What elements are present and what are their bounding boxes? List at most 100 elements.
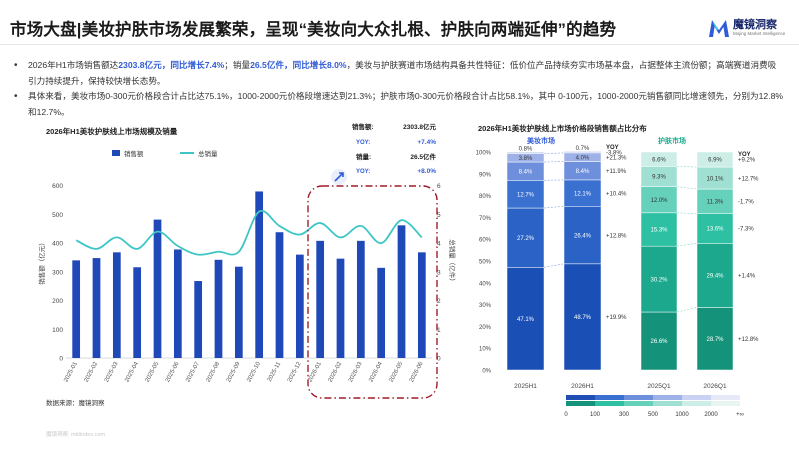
skincare-segment-label: 30.2%: [650, 277, 668, 283]
left-y-tick-label: 0: [59, 356, 63, 363]
legend-line-label: 总销量: [198, 149, 218, 158]
yoy-value: +9.2%: [738, 158, 756, 164]
percent-tick-label: 60%: [479, 238, 492, 244]
yoy-value: +10.4%: [606, 191, 627, 197]
percent-tick-label: 80%: [479, 194, 492, 200]
skincare-segment-label: 13.6%: [706, 227, 724, 233]
x-tick-label: 2026-04: [368, 361, 384, 384]
callout-sales-yoy-label: YOY:: [356, 140, 370, 146]
percent-tick-label: 30%: [479, 303, 492, 309]
sales-bar: [133, 267, 142, 358]
bullet-1-text-c: ，美妆与护肤赛道市场结构具备共性特征：低价位产品持续夯实市场基本盘，占据整体主流…: [28, 60, 777, 86]
left-y-tick-label: 500: [52, 212, 63, 219]
callout-arrow-icon: [331, 169, 347, 185]
makeup-segment-label: 47.1%: [517, 317, 535, 323]
percent-tick-label: 40%: [479, 281, 492, 287]
sales-bar: [234, 266, 243, 358]
left-chart-line: [75, 209, 423, 256]
x-tick-label: 2025-03: [104, 361, 120, 384]
makeup-segment-label: 12.7%: [517, 192, 535, 198]
skincare-segment-label: 9.3%: [652, 175, 666, 181]
segment-connector: [676, 243, 698, 247]
left-y-tick-label: 200: [52, 298, 63, 305]
yoy-value: -1.7%: [738, 200, 754, 206]
footer-watermark: 魔镜洞察: mktindex.com: [46, 432, 105, 438]
left-y-tick-label: 600: [52, 183, 63, 190]
sales-bar: [255, 191, 264, 358]
legend-band-makeup: [595, 395, 624, 400]
logo: 魔镜洞察 Mojing Market Intelligence: [708, 18, 785, 38]
skincare-segment-label: 10.1%: [706, 176, 724, 182]
legend-tick-label: +∞: [736, 412, 744, 418]
skincare-segment: [696, 213, 734, 244]
right-chart-axis: 0% 10% 20% 30% 40% 50% 60% 70% 80% 90% 100%: [476, 151, 492, 375]
segment-connector: [543, 263, 565, 268]
skincare-segment: [696, 243, 734, 308]
legend-band-makeup: [653, 395, 682, 400]
sales-bar: [417, 252, 426, 358]
yoy-value: +21.3%: [606, 155, 627, 161]
logo-m-icon: [709, 20, 729, 37]
yoy-value: +11.9%: [606, 169, 627, 175]
bullet-1: 2026年H1市场销售额达2303.8亿元，同比增长7.4%；销量26.5亿件，…: [14, 58, 784, 89]
skincare-segment: [696, 151, 734, 168]
logo-subtitle: Mojing Market Intelligence: [733, 31, 786, 36]
x-tick-label: 2025-11: [267, 361, 283, 383]
x-tick-label: 2026-03: [348, 361, 364, 384]
legend-tick-label: 300: [619, 412, 630, 418]
data-source: 数据来源：魔镜洞察: [46, 400, 105, 407]
sales-bar: [336, 258, 345, 358]
price-band-legend: 0 100 300 500 1000 2000 +∞: [564, 395, 744, 418]
makeup-segment-label: 12.1%: [574, 191, 592, 197]
makeup-segment: [506, 207, 545, 268]
makeup-segment-label: 8.4%: [519, 169, 533, 175]
legend-tick-label: 0: [564, 412, 568, 418]
right-y-tick-label: 1: [437, 327, 441, 334]
page-title: 市场大盘|美妆护肤市场发展繁荣，呈现“美妆向大众扎根、护肤向两端延伸”的趋势: [10, 21, 617, 39]
skincare-segment-label: 29.4%: [706, 274, 724, 280]
makeup-segment: [506, 151, 545, 154]
right-chart-bars: 47.1% 48.7% 27.2% 26.4% 12.7% 12.1% 8.4% 8.4% 3.…: [506, 146, 759, 390]
sales-bar: [72, 260, 81, 358]
x-tick-label: 2025-10: [246, 361, 262, 384]
legend-band-skincare: [711, 401, 740, 406]
bullet-1-highlight-volume: 26.5亿件，同比增长8.0%: [250, 60, 347, 70]
makeup-segment: [563, 151, 602, 154]
segment-connector: [676, 212, 698, 214]
skincare-segment-label: 11.3%: [707, 200, 724, 206]
left-y-axis-label: 销售额（亿元）: [37, 239, 46, 285]
bullet-1-highlight-sales: 2303.8亿元，同比增长7.4%: [118, 60, 225, 70]
left-chart-title: 2026年H1美妆护肤线上市场规模及销量: [46, 126, 178, 136]
percent-tick-label: 10%: [479, 347, 492, 353]
makeup-segment-label: 27.2%: [517, 236, 535, 242]
sales-bar: [295, 254, 304, 358]
segment-connector: [676, 166, 698, 168]
legend-band-skincare: [566, 401, 595, 406]
x-tick-label: 2026-01: [307, 361, 323, 384]
percent-tick-label: 90%: [479, 172, 492, 178]
right-y-tick-label: 6: [437, 183, 441, 190]
yoy-value: -7.3%: [738, 227, 754, 233]
sales-bar: [397, 225, 406, 358]
x-tick-label: 2026-02: [328, 361, 344, 384]
skincare-segment: [640, 245, 678, 313]
skincare-segment-label: 28.7%: [706, 337, 724, 343]
right-y-tick-label: 3: [437, 269, 441, 276]
sales-bar: [214, 259, 223, 358]
yoy-value: -3.8%: [606, 150, 622, 156]
summary-bullets: 2026年H1市场销售额达2303.8亿元，同比增长7.4%；销量26.5亿件，…: [14, 58, 784, 120]
makeup-market-label: 美妆市场: [527, 136, 555, 145]
legend-bar-swatch: [112, 150, 120, 156]
legend-band-makeup: [711, 395, 740, 400]
skincare-segment-label: 12.0%: [650, 198, 668, 204]
logo-name: 魔镜洞察: [733, 19, 777, 31]
callout-volume-yoy-label: YOY:: [356, 169, 370, 175]
callout-sales-label: 销售额:: [352, 122, 374, 131]
percent-tick-label: 0%: [482, 369, 491, 375]
left-y-tick-label: 100: [52, 327, 63, 334]
x-tick-label: 2025-12: [287, 361, 303, 384]
skincare-segment-label: 6.9%: [708, 158, 722, 164]
legend-band-skincare: [682, 401, 711, 406]
makeup-segment-label: 3.8%: [519, 156, 533, 162]
callout-sales-yoy: +7.4%: [417, 139, 436, 146]
